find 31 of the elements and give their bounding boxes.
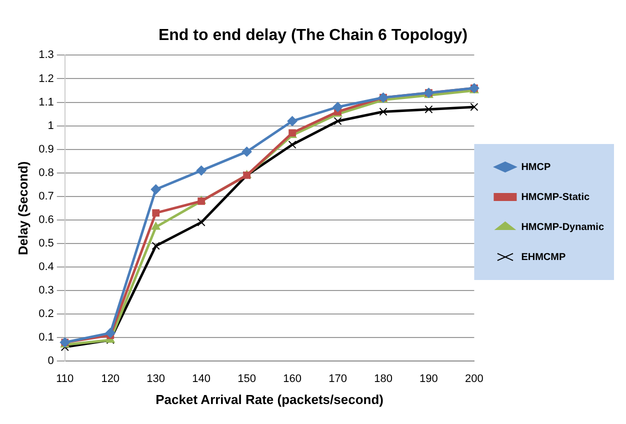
y-tick-label: 0.4: [38, 261, 54, 274]
x-axis-title: Packet Arrival Rate (packets/second): [156, 392, 384, 407]
y-tick-label: 0.9: [38, 143, 54, 156]
y-tick-label: 0.2: [38, 308, 54, 320]
x-tick-label: 130: [146, 372, 166, 385]
x-tick-label: 140: [192, 372, 211, 385]
chart-title: End to end delay (The Chain 6 Topology): [158, 27, 468, 44]
legend-label: HMCMP-Static: [521, 192, 590, 203]
y-tick-label: 0.3: [38, 284, 54, 297]
x-tick-label: 180: [374, 372, 392, 385]
y-tick-label: 1: [48, 120, 54, 132]
x-tick-label: 170: [328, 372, 347, 385]
x-tick-label: 150: [238, 372, 256, 385]
legend-label: HMCMP-Dynamic: [521, 222, 604, 233]
y-tick-label: 0.1: [38, 332, 54, 344]
y-axis-title: Delay (Second): [15, 161, 30, 256]
y-tick-label: 1.2: [38, 72, 54, 85]
x-tick-label: 110: [56, 372, 74, 385]
y-tick-label: 0.7: [38, 190, 54, 202]
x-tick-label: 200: [465, 372, 484, 385]
x-tick-label: 190: [420, 372, 438, 385]
y-tick-label: 1.3: [38, 49, 54, 62]
y-tick-label: 0.8: [38, 166, 54, 179]
x-tick-label: 160: [283, 372, 302, 385]
x-tick-label: 120: [101, 372, 120, 385]
y-tick-label: 0.6: [38, 214, 54, 226]
y-tick-label: 0.5: [38, 238, 54, 250]
legend-label: HMCP: [521, 162, 551, 173]
y-tick-label: 0: [48, 355, 54, 368]
legend-label: EHMCMP: [521, 252, 566, 263]
y-tick-label: 1.1: [38, 96, 54, 108]
